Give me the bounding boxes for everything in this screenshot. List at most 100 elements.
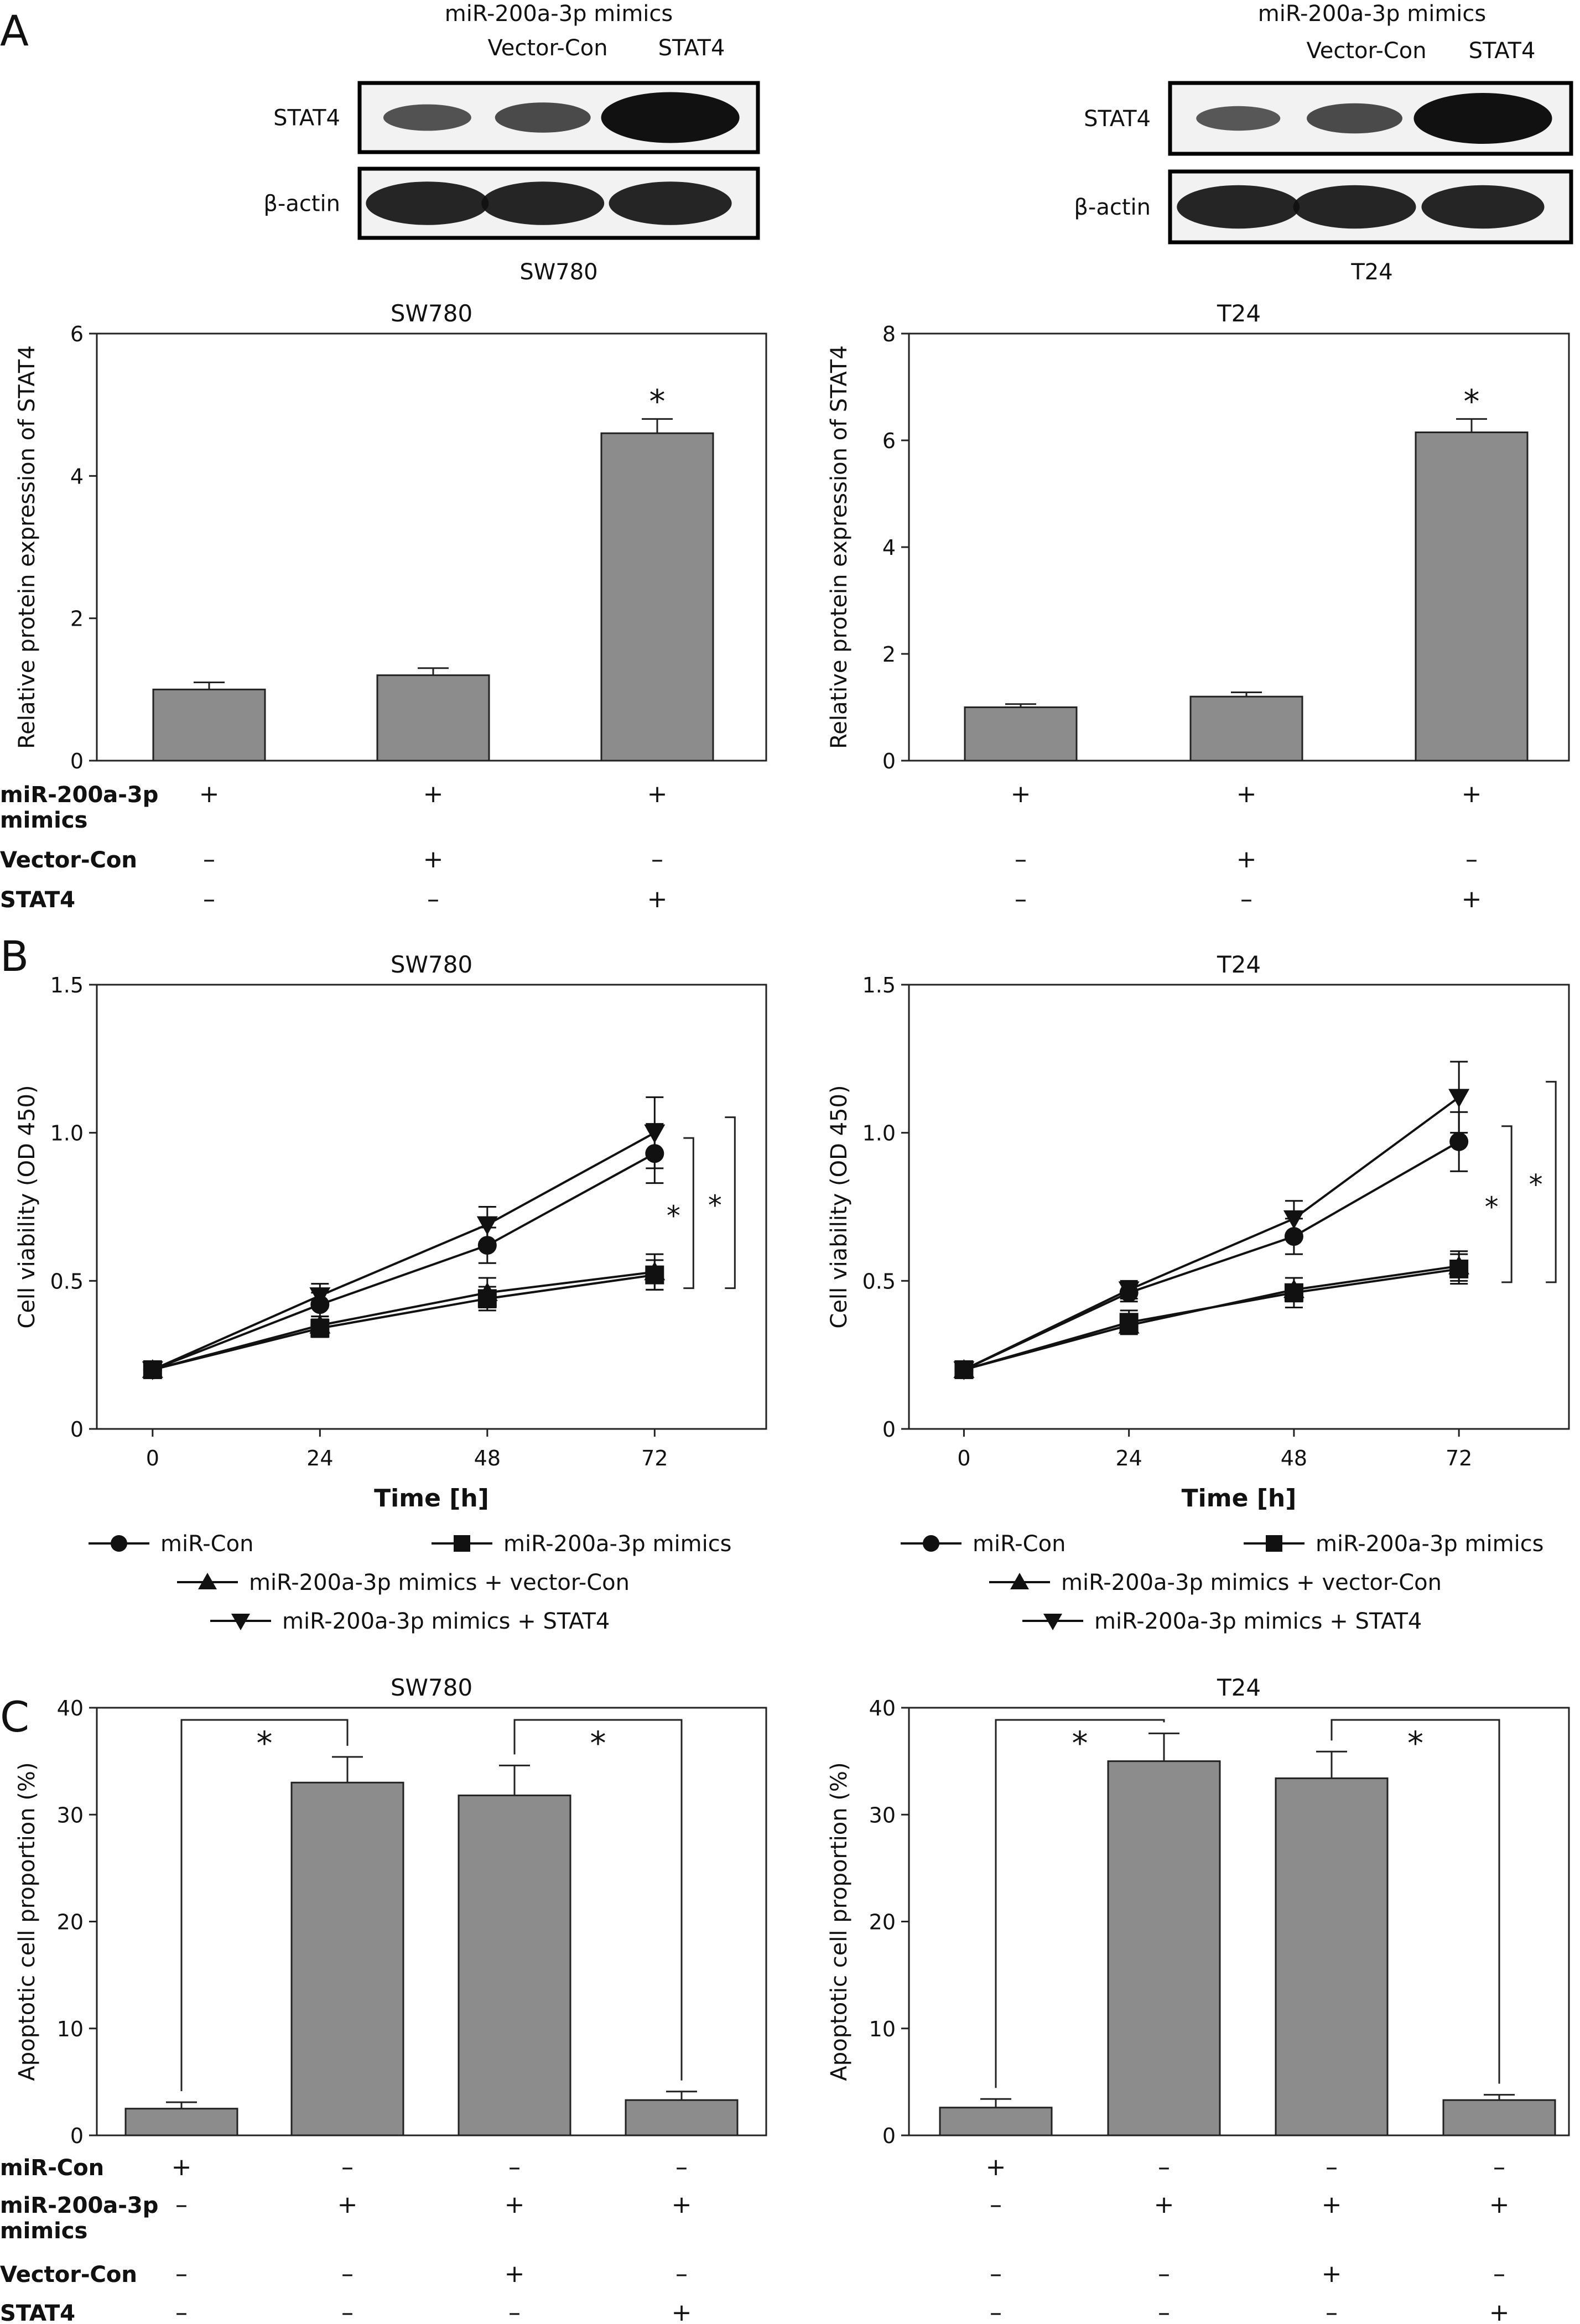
condition-sign: – [1158,2299,1170,2324]
condition-sign: – [990,2299,1002,2324]
marker-triangle-up [1010,1573,1029,1589]
bar [600,432,714,762]
significance-marker: * [649,382,666,420]
condition-sign: + [672,2299,692,2324]
condition-sign: + [199,780,220,808]
marker-circle [111,1535,127,1552]
condition-label: Vector-Con [0,848,137,873]
condition-label-line: miR-200a-3p [0,782,158,808]
condition-label-line: mimics [0,2218,87,2244]
condition-sign: + [1462,885,1482,913]
blot-band [481,181,605,225]
condition-sign: – [203,885,215,913]
x-tick-label: 0 [146,1446,159,1470]
marker-triangle-down [309,1287,331,1307]
bar [290,1781,404,2136]
marker-square [454,1535,470,1552]
comparison-bracket [513,1719,683,2081]
condition-sign: – [175,2260,188,2288]
condition-label: miR-Con [0,2155,104,2181]
comparison-bracket [180,1719,349,2092]
marker-circle [1449,1132,1469,1151]
significance-marker: * [1464,382,1480,420]
bar [458,1794,571,2136]
y-tick-label: 40 [869,1696,896,1720]
condition-sign: + [423,780,444,808]
x-tick-label: 72 [1446,1446,1472,1470]
marker-triangle-up [1118,1314,1140,1334]
series-line [152,1273,655,1371]
condition-sign: – [175,2299,188,2324]
y-tick-label: 1.0 [50,1121,84,1146]
blot-band [1177,185,1300,229]
chart-title: SW780 [391,951,472,978]
condition-label-line: miR-200a-3p [0,2193,158,2218]
bar [964,706,1078,762]
condition-label-line: mimics [0,808,87,833]
condition-label-line: mimics [0,808,87,833]
significance-bracket [725,1116,736,1290]
condition-sign: + [1489,2299,1510,2324]
condition-sign: – [1015,845,1027,874]
blot-band [495,102,591,133]
blot-band [1293,185,1416,229]
condition-sign: + [505,2191,525,2219]
condition-sign: – [341,2260,354,2288]
legend-label: miR-200a-3p mimics + vector-Con [1061,1570,1442,1595]
bar [939,2107,1053,2136]
condition-sign: – [1493,2153,1505,2181]
comparison-star: * [257,1724,273,1762]
condition-label: STAT4 [0,887,75,913]
panel-label: C [0,1692,29,1741]
y-tick-label: 0 [70,1417,84,1442]
x-tick-label: 72 [641,1446,668,1470]
blot-row-label: β-actin [1074,195,1151,220]
comparison-bracket [995,1719,1165,2088]
condition-sign: – [1326,2153,1338,2181]
chart-title: T24 [1217,300,1261,327]
condition-label: miR-Con [0,2155,104,2181]
chart-title: T24 [1217,1674,1261,1701]
marker-triangle-up [1283,1279,1304,1298]
y-tick-label: 1.0 [862,1121,896,1146]
condition-sign: + [672,2191,692,2219]
x-tick-label: 48 [1281,1446,1307,1470]
blot-row-label: STAT4 [1084,106,1151,132]
comparison-star: * [1407,1724,1423,1762]
y-tick-label: 2 [70,607,84,631]
x-axis-label: Time [h] [1182,1484,1297,1512]
panel-label: B [0,932,29,981]
legend-label: miR-200a-3p mimics [1316,1531,1544,1557]
blot-band [1196,106,1281,131]
condition-sign: – [1240,885,1252,913]
blot-band [609,181,732,225]
condition-label-line: miR-200a-3p [0,782,158,808]
y-tick-label: 20 [869,1910,896,1935]
legend-label: miR-200a-3p mimics + vector-Con [249,1570,630,1595]
y-tick-label: 2 [882,642,896,667]
y-tick-label: 1.5 [862,973,896,997]
blot-band [383,104,471,131]
significance-bracket [1501,1125,1513,1283]
condition-sign: + [1011,780,1031,808]
legend-label: miR-Con [160,1531,253,1557]
y-axis-label: Apoptotic cell proportion (%) [827,1762,852,2081]
condition-label-line: mimics [0,2218,87,2244]
condition-sign: – [203,845,215,874]
chart-title: T24 [1217,951,1261,978]
condition-sign: – [508,2299,521,2324]
bar [124,2108,238,2136]
condition-sign: – [675,2153,688,2181]
condition-label: miR-200a-3p mimics [0,2193,158,2244]
blot-header: miR-200a-3p mimics [445,1,673,27]
y-tick-label: 40 [57,1696,84,1720]
condition-sign: – [990,2260,1002,2288]
condition-sign: + [1462,780,1482,808]
blot-row-label: STAT4 [273,106,340,131]
condition-label: Vector-Con [0,848,137,873]
condition-label: Vector-Con [0,2262,137,2287]
plot-frame [908,1707,1570,2136]
condition-sign: – [1493,2260,1505,2288]
y-axis-label: Relative protein expression of STAT4 [827,345,852,749]
